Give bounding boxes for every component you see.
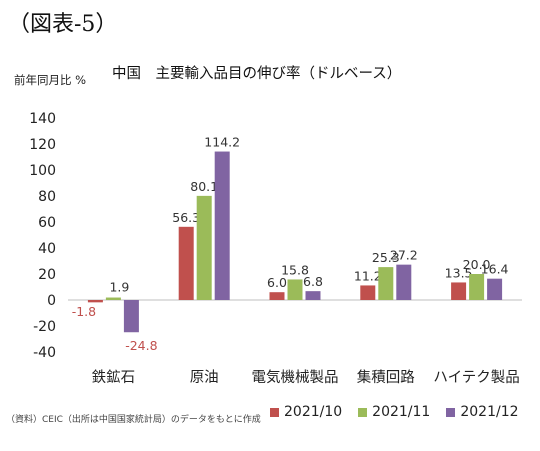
y-tick-label: 0: [47, 293, 56, 309]
x-category-label: 原油: [190, 369, 219, 386]
bar: [469, 274, 485, 300]
y-tick-label: 20: [38, 267, 56, 283]
bar: [378, 267, 394, 300]
y-tick-label: 80: [38, 189, 56, 205]
legend-item: 2021/11: [358, 404, 430, 420]
data-label: 114.2: [204, 135, 240, 150]
x-category-label: 鉄鉱石: [92, 368, 136, 386]
data-label: 27.2: [390, 248, 418, 263]
bar: [196, 195, 212, 300]
y-axis-unit-label: 前年同月比 %: [14, 73, 87, 87]
legend-item: 2021/12: [446, 404, 519, 420]
data-label: 20.0: [463, 257, 491, 272]
legend-label: 2021/10: [284, 404, 343, 420]
bar: [269, 292, 285, 300]
y-tick-label: 60: [38, 215, 56, 231]
data-label: 11.2: [354, 268, 382, 283]
bar: [214, 151, 230, 300]
data-label: 6.0: [267, 275, 287, 290]
x-category-label: 集積回路: [357, 369, 415, 386]
legend-label: 2021/12: [460, 404, 519, 420]
legend-swatch: [270, 407, 279, 417]
y-tick-label: 140: [29, 111, 56, 127]
bar: [178, 226, 194, 300]
bar: [123, 300, 139, 333]
legend-item: 2021/10: [270, 404, 342, 420]
data-label: 6.8: [303, 274, 323, 289]
bar: [105, 297, 121, 300]
bar: [487, 278, 503, 300]
legend: 2021/10 2021/11 2021/12: [270, 404, 519, 420]
data-label: 56.3: [172, 210, 200, 225]
x-category-label: ハイテク製品: [433, 369, 519, 386]
legend-label: 2021/11: [372, 404, 431, 420]
y-tick-label: 40: [38, 241, 56, 257]
x-category-label: 電気機械製品: [252, 369, 339, 386]
bar: [305, 291, 321, 300]
bar: [360, 285, 376, 300]
bar: [287, 279, 303, 300]
bar: [87, 300, 103, 303]
legend-swatch: [446, 407, 456, 417]
y-tick-label: -40: [33, 345, 56, 361]
data-label: 25.3: [372, 250, 400, 265]
chart-title: 中国 主要輸入品目の伸び率（ドルベース）: [112, 66, 402, 82]
data-label: 16.4: [481, 262, 509, 277]
data-label: -1.8: [72, 304, 96, 319]
data-label: 15.8: [281, 262, 309, 277]
figure-label: （図表-5）: [8, 12, 118, 37]
source-note: （資料）CEIC（出所は中国国家統計局）のデータをもとに作成: [6, 415, 261, 425]
data-label: -24.8: [125, 338, 157, 353]
y-tick-label: -20: [33, 319, 56, 335]
data-label: 1.9: [109, 280, 129, 295]
y-tick-label: 120: [29, 137, 56, 153]
data-label: 80.1: [190, 179, 218, 194]
bar: [451, 282, 467, 300]
legend-swatch: [358, 407, 368, 417]
y-tick-label: 100: [29, 163, 56, 179]
data-label: 13.5: [445, 265, 473, 280]
bar: [396, 264, 412, 300]
